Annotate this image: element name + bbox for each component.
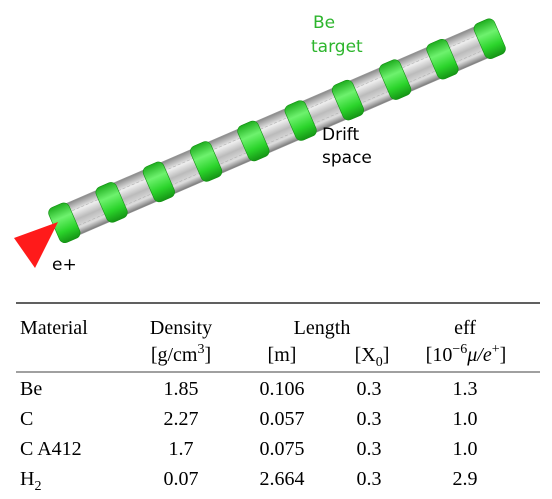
header-cell: Density xyxy=(150,317,212,339)
header-cell: eff xyxy=(454,317,476,339)
table-cell: 1.0 xyxy=(453,408,478,430)
unit-text: μ/e xyxy=(466,344,492,366)
row-label: C A412 xyxy=(20,438,82,460)
unit-text: [g/cm xyxy=(151,344,198,366)
unit-sup: 3 xyxy=(197,342,204,357)
material: C A412 xyxy=(20,438,82,460)
row-label: Be xyxy=(20,378,42,400)
row-label: C xyxy=(20,408,33,430)
unit-sup: + xyxy=(492,342,500,357)
unit-cell: [m] xyxy=(268,344,297,366)
unit-sub: 0 xyxy=(376,355,383,370)
table-body: Be 1.85 0.106 0.3 1.3 C 2.27 0.057 0.3 1.0 C A412 1… xyxy=(20,378,478,494)
unit-cell: [10−6μ/e+] xyxy=(426,342,507,366)
table-cell: 0.106 xyxy=(260,378,305,400)
row-label: H2 xyxy=(20,468,41,494)
figure: Be target Drift space e+ Material Densit… xyxy=(0,0,552,499)
unit-cell: [g/cm3] xyxy=(151,342,211,366)
table-cell: 2.27 xyxy=(164,408,199,430)
unit-text: [X xyxy=(355,344,377,366)
table-cell: 0.075 xyxy=(260,438,305,460)
table-cell: 2.664 xyxy=(260,468,305,490)
label-be: Be xyxy=(313,13,335,33)
unit-text: ] xyxy=(383,344,390,366)
unit-text: ] xyxy=(204,344,211,366)
material: C xyxy=(20,408,33,430)
table-cell: 0.057 xyxy=(260,408,305,430)
table-cell: 1.0 xyxy=(453,438,478,460)
label-target: target xyxy=(311,37,363,57)
label-drift: Drift xyxy=(322,125,359,145)
table-cell: 1.3 xyxy=(453,378,478,400)
table-cell: 0.3 xyxy=(357,468,382,490)
table-cell: 2.9 xyxy=(453,468,478,490)
material-sub: 2 xyxy=(34,479,41,494)
material: H xyxy=(20,468,34,490)
unit-cell: [X0] xyxy=(355,344,390,370)
target-tube xyxy=(47,17,508,245)
material: Be xyxy=(20,378,42,400)
unit-text: ] xyxy=(500,344,507,366)
table-cell: 0.3 xyxy=(357,408,382,430)
table-cell: 0.3 xyxy=(357,378,382,400)
table-cell: 1.85 xyxy=(164,378,199,400)
table-cell: 1.7 xyxy=(169,438,194,460)
unit-sup: −6 xyxy=(452,342,467,357)
header-cell: Length xyxy=(294,317,351,339)
table-cell: 0.07 xyxy=(164,468,199,490)
header-cell: Material xyxy=(20,317,88,339)
label-beam: e+ xyxy=(52,255,77,275)
table-cell: 0.3 xyxy=(357,438,382,460)
unit-text: [10 xyxy=(426,344,453,366)
label-space: space xyxy=(322,148,372,168)
